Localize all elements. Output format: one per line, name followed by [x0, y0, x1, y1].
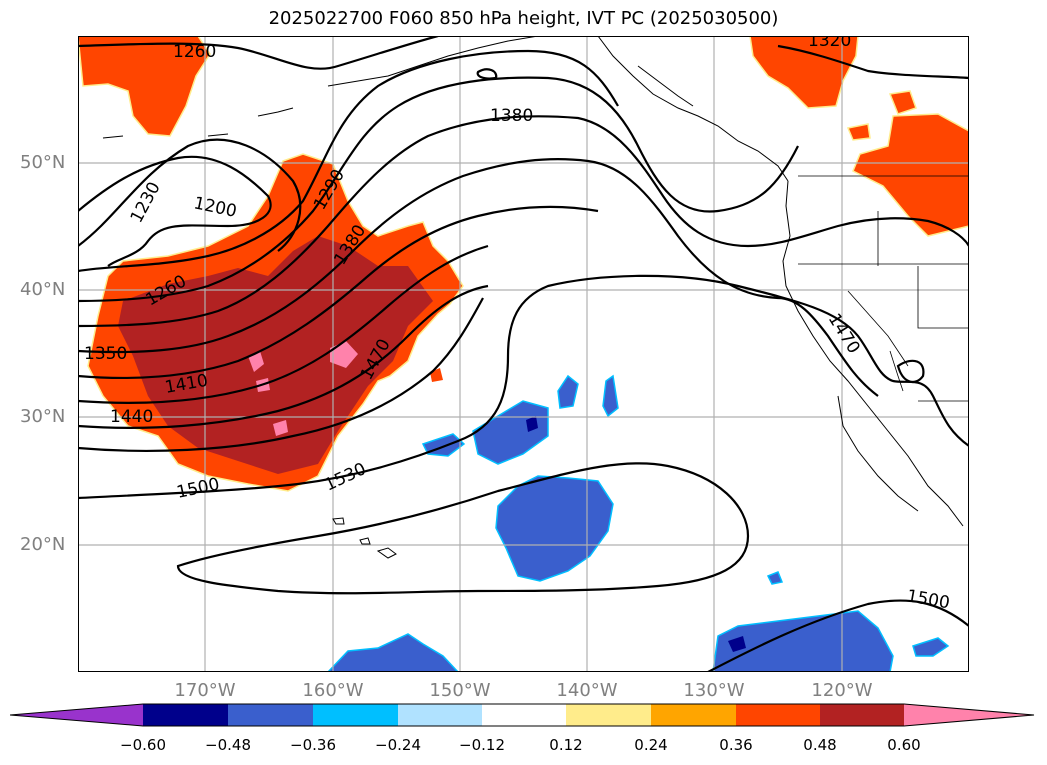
- lon-label-120w: 120°W: [811, 680, 873, 701]
- ivt-blue-region: [495, 475, 614, 582]
- colorbar-tick: −0.24: [375, 736, 421, 754]
- lon-label-170w: 170°W: [174, 680, 236, 701]
- ivt-orange-region: [852, 113, 969, 237]
- ivt-blue-region: [728, 636, 746, 652]
- ivt-blue-region: [526, 416, 538, 432]
- contour-label: 1440: [110, 407, 153, 427]
- lon-label-160w: 160°W: [302, 680, 364, 701]
- ivt-orange-region: [846, 123, 871, 141]
- ivt-orange-region: [749, 36, 859, 109]
- map-panel: 1260 1320 1380 1230 1200 1290 1380 1260 …: [78, 36, 969, 672]
- ivt-blue-region: [766, 571, 784, 585]
- colorbar-tick: −0.36: [290, 736, 336, 754]
- lon-label-150w: 150°W: [429, 680, 491, 701]
- ivt-blue-region: [602, 374, 619, 418]
- colorbar-swatch: [313, 704, 398, 726]
- colorbar-swatch: [566, 704, 651, 726]
- ivt-orange-region: [78, 36, 211, 137]
- colorbar-tick: 0.36: [719, 736, 753, 754]
- colorbar-tick: 0.12: [549, 736, 583, 754]
- map-frame: [78, 36, 969, 672]
- colorbar-swatch: [482, 704, 566, 726]
- contour-label: 1320: [808, 36, 851, 51]
- lat-label-20: 20°N: [20, 534, 66, 555]
- colorbar-swatch: [228, 704, 313, 726]
- ivt-blue-region: [326, 633, 460, 672]
- ivt-pink-region: [273, 420, 288, 436]
- height-contours: [78, 36, 969, 672]
- lon-label-130w: 130°W: [683, 680, 745, 701]
- colorbar-tick: −0.60: [120, 736, 166, 754]
- coastlines: [102, 36, 969, 559]
- lat-label-30: 30°N: [20, 406, 66, 427]
- lat-label-50: 50°N: [20, 152, 66, 173]
- contour-label: 1380: [490, 106, 533, 126]
- ivt-darkred-region: [118, 236, 433, 474]
- colorbar-tick: −0.12: [459, 736, 505, 754]
- colorbar-tick: 0.60: [887, 736, 921, 754]
- ivt-pink-region: [248, 351, 264, 372]
- colorbar-tick: −0.48: [205, 736, 251, 754]
- colorbar-swatch: [398, 704, 482, 726]
- contour-label: 1260: [173, 42, 216, 62]
- ivt-blue-region: [912, 637, 950, 657]
- ivt-orange-region: [888, 90, 917, 115]
- ivt-blue-region: [557, 374, 579, 409]
- contour-label: 1350: [84, 344, 127, 364]
- map-title: 2025022700 F060 850 hPa height, IVT PC (…: [268, 8, 779, 29]
- lon-label-140w: 140°W: [556, 680, 618, 701]
- colorbar-tick: 0.24: [634, 736, 668, 754]
- lat-label-40: 40°N: [20, 279, 66, 300]
- colorbar-swatch: [820, 704, 904, 726]
- colorbar-swatch: [143, 704, 228, 726]
- ivt-shading: [78, 36, 969, 672]
- colorbar-tick: 0.48: [803, 736, 837, 754]
- colorbar: [10, 703, 1035, 727]
- colorbar-swatch: [651, 704, 736, 726]
- colorbar-swatch: [736, 704, 820, 726]
- graticule: [78, 36, 969, 672]
- colorbar-swatch: [904, 704, 1034, 726]
- colorbar-swatch: [10, 704, 143, 726]
